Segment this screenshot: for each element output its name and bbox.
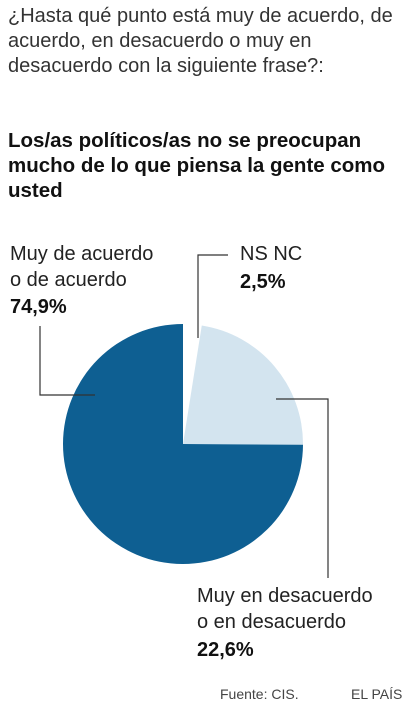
slice-value-muy-en-desacuerdo: 22,6% — [197, 639, 254, 661]
slice-value-ns-nc: 2,5% — [240, 271, 286, 293]
source-label: Fuente: CIS. — [220, 686, 299, 702]
slice-label-muy-de-acuerdo-line1: Muy de acuerdo — [10, 243, 153, 265]
slice-label-muy-en-desacuerdo-line2: o en desacuerdo — [197, 611, 346, 633]
brand-label: EL PAÍS — [351, 686, 402, 702]
slice-label-muy-de-acuerdo-line2: o de acuerdo — [10, 269, 127, 291]
pie-slices — [63, 324, 304, 564]
leader-line-ns-nc — [197, 254, 228, 338]
leader-lines — [39, 254, 329, 578]
slice-label-muy-en-desacuerdo-line1: Muy en desacuerdo — [197, 585, 373, 607]
leader-line-muy-de-acuerdo — [39, 326, 95, 396]
question-text: ¿Hasta qué punto está muy de acuerdo, de… — [8, 5, 393, 77]
slice-value-muy-de-acuerdo: 74,9% — [10, 296, 67, 318]
pie-slice-muy-de-acuerdo — [63, 324, 303, 564]
slice-label-ns-nc: NS NC — [240, 243, 302, 265]
pie-slice-muy-en-desacuerdo — [183, 325, 304, 445]
leader-line-muy-en-desacuerdo — [276, 398, 329, 578]
statement-text: Los/as políticos/as no se preocupan much… — [8, 129, 386, 202]
pie-slice-ns-nc — [183, 324, 202, 444]
